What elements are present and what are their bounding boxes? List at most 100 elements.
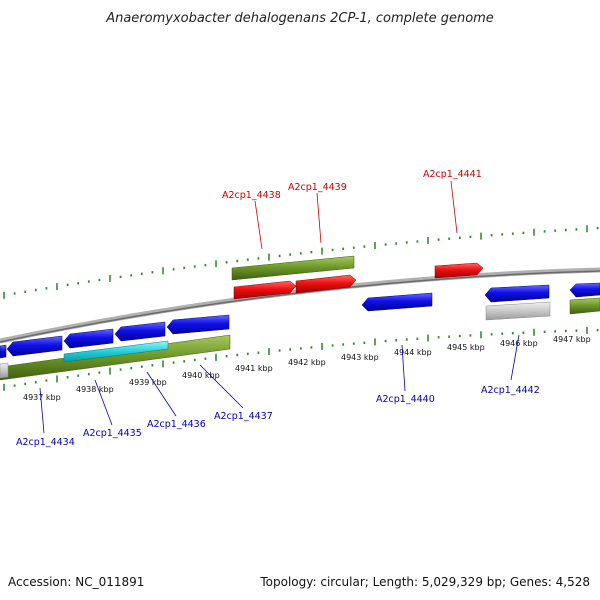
cds-arrow-reverse[interactable] xyxy=(569,282,600,298)
ruler-dot xyxy=(278,254,281,258)
ruler-dot xyxy=(246,352,249,356)
ruler-dot xyxy=(24,382,27,386)
gene-label-A2cp1_4440[interactable]: A2cp1_4440 xyxy=(376,394,435,405)
ruler-dot xyxy=(522,231,525,235)
ruler-dot xyxy=(352,342,355,345)
gene-label-A2cp1_4442[interactable]: A2cp1_4442 xyxy=(481,385,540,396)
kbp-label: 4938 kbp xyxy=(76,385,114,394)
ruler-dot xyxy=(45,287,48,290)
ruler-dot xyxy=(204,263,207,267)
cds-arrow-forward[interactable] xyxy=(434,262,484,279)
ruler-dot xyxy=(342,247,345,250)
ruler-dot xyxy=(501,332,504,335)
ruler-dot xyxy=(575,228,578,231)
gene-label-A2cp1_4438[interactable]: A2cp1_4438 xyxy=(222,190,281,201)
ruler-dot xyxy=(469,235,472,239)
ruler-dot xyxy=(564,329,567,333)
ruler-dot xyxy=(24,290,27,293)
ruler-dot xyxy=(183,266,186,270)
gene-block[interactable] xyxy=(231,255,355,281)
ruler-dot xyxy=(34,381,37,384)
ruler-dot xyxy=(416,240,419,243)
gene-label-A2cp1_4434[interactable]: A2cp1_4434 xyxy=(16,437,75,448)
upper-tick-ruler xyxy=(3,225,599,299)
ruler-dot xyxy=(278,349,281,352)
ruler-dot xyxy=(310,251,313,254)
cds-arrow-reverse[interactable] xyxy=(166,314,230,335)
reverse-gene-labels: A2cp1_4434 A2cp1_4435 A2cp1_4436 A2cp1_4… xyxy=(16,334,540,448)
ruler-dot xyxy=(575,329,578,332)
kbp-label: 4942 kbp xyxy=(288,358,326,367)
cds-arrow-reverse[interactable] xyxy=(114,321,166,342)
gene-label-A2cp1_4439[interactable]: A2cp1_4439 xyxy=(288,182,347,193)
ruler-dot xyxy=(310,346,313,349)
ruler-dot xyxy=(119,275,122,279)
ruler-dot xyxy=(363,245,366,248)
ruler-dot xyxy=(448,237,451,240)
cds-arrow-reverse[interactable] xyxy=(484,284,550,303)
ruler-dot xyxy=(395,242,398,245)
ruler-dot xyxy=(172,268,175,271)
ruler-dot xyxy=(352,246,355,249)
ruler-dot xyxy=(543,230,546,233)
gene-label-A2cp1_4435[interactable]: A2cp1_4435 xyxy=(83,428,142,439)
ruler-dot xyxy=(34,288,37,292)
gene-block[interactable] xyxy=(569,297,600,315)
kbp-label: 4947 kbp xyxy=(553,335,591,344)
ruler-dot xyxy=(289,348,292,351)
ruler-dot xyxy=(437,238,440,241)
ruler-dot xyxy=(596,328,599,332)
ruler-dot xyxy=(543,330,546,333)
ruler-dot xyxy=(246,258,249,261)
gene-label-A2cp1_4441[interactable]: A2cp1_4441 xyxy=(423,169,482,180)
cds-arrow-reverse[interactable] xyxy=(6,335,63,357)
ruler-dot xyxy=(554,229,557,232)
grey-feature-block[interactable] xyxy=(485,301,551,321)
ruler-dot xyxy=(384,339,387,343)
ruler-dot xyxy=(13,384,16,387)
cds-arrow-forward[interactable] xyxy=(233,280,297,300)
gene-label-A2cp1_4436[interactable]: A2cp1_4436 xyxy=(147,419,206,430)
cds-arrow-reverse[interactable] xyxy=(63,328,114,349)
ruler-dot xyxy=(299,252,302,255)
lower-tick-ruler xyxy=(3,326,599,391)
ruler-dot xyxy=(363,341,366,344)
ruler-dot xyxy=(66,283,69,287)
ruler-dot xyxy=(98,278,101,282)
ruler-dot xyxy=(331,248,334,252)
forward-gene-labels: A2cp1_4438 A2cp1_4439 A2cp1_4441 xyxy=(222,169,482,250)
ruler-dot xyxy=(405,241,408,244)
map-title: Anaeromyxobacter dehalogenans 2CP-1, com… xyxy=(105,11,494,26)
ruler-dot xyxy=(119,368,122,371)
ruler-dot xyxy=(511,232,514,235)
rna-block[interactable] xyxy=(63,340,169,363)
ruler-dot xyxy=(87,372,90,376)
ruler-dot xyxy=(405,338,408,341)
ruler-dot xyxy=(193,358,196,362)
ruler-dot xyxy=(596,226,599,230)
ruler-dot xyxy=(448,335,451,338)
ruler-dot xyxy=(490,234,493,237)
cds-arrow-reverse[interactable] xyxy=(0,344,7,359)
kbp-label: 4940 kbp xyxy=(182,371,220,380)
ruler-dot xyxy=(257,257,260,260)
ruler-dot xyxy=(151,271,154,274)
ruler-dot xyxy=(77,374,80,377)
ruler-dot xyxy=(13,292,16,295)
ruler-dot xyxy=(257,351,260,354)
ruler-dot xyxy=(469,334,472,337)
ruler-dot xyxy=(130,366,133,370)
ruler-dot xyxy=(289,253,292,256)
grey-feature-block[interactable] xyxy=(0,362,9,379)
ruler-dot xyxy=(331,344,334,347)
ruler-dot xyxy=(522,331,525,334)
cds-arrow-reverse[interactable] xyxy=(361,292,433,312)
gene-label-A2cp1_4437[interactable]: A2cp1_4437 xyxy=(214,411,273,422)
cds-arrow-forward[interactable] xyxy=(295,274,357,294)
kbp-label: 4945 kbp xyxy=(447,343,485,352)
kbp-label: 4944 kbp xyxy=(394,348,432,357)
ruler-dot xyxy=(458,236,461,239)
kbp-scale: 4937 kbp 4938 kbp 4939 kbp 4940 kbp 4941… xyxy=(23,335,591,402)
ruler-dot xyxy=(204,357,207,360)
